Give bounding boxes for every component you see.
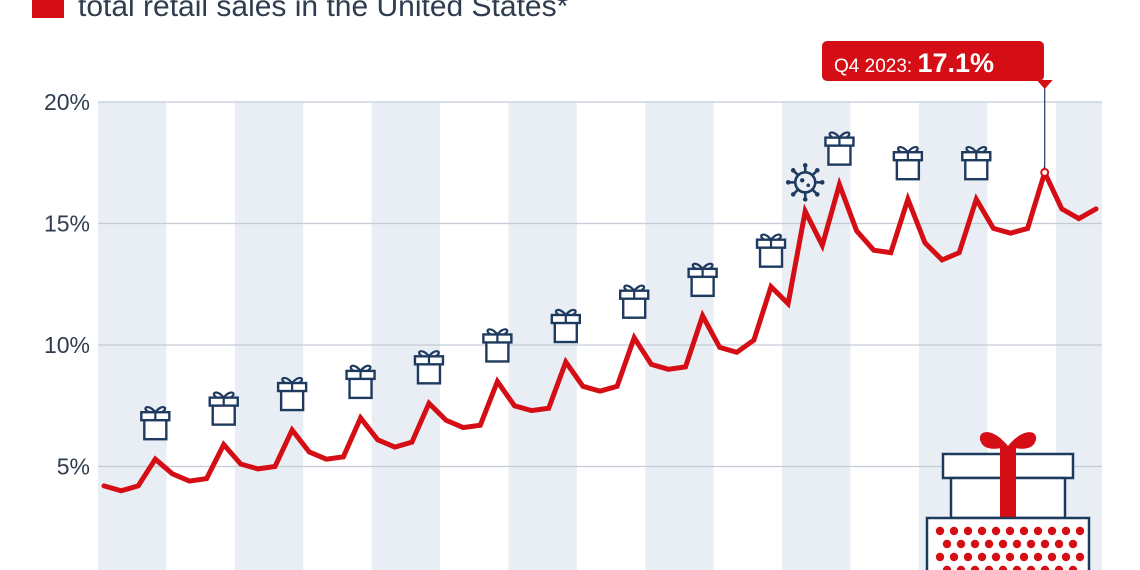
gift-dot [1005,526,1015,536]
gift-dot [949,552,959,562]
gift-dot [1075,552,1085,562]
legend-label: total retail sales in the United States* [78,0,569,23]
gift-bow-icon [979,432,1037,449]
gift-dot [1068,565,1078,570]
gift-dot [984,565,994,570]
gift-dot [1005,552,1015,562]
year-band [98,102,167,570]
y-axis-ticks: 5% 10% 15% 20% [44,89,90,480]
gift-stack-illustration [925,432,1091,570]
gift-dot [956,565,966,570]
gift-dot [942,539,952,549]
gift-icon [892,146,924,181]
gift-icon [961,146,992,181]
gift-bottom-dots [935,526,1085,570]
callout-text: Q4 2023: 17.1% [834,48,994,78]
icons-layer [140,131,992,441]
gift-dot [1054,565,1064,570]
gift-dot [1061,552,1071,562]
gift-dot [1033,552,1043,562]
gift-dot [963,552,973,562]
gift-dot [949,526,959,536]
gift-dot [977,552,987,562]
y-tick-label: 15% [44,211,90,237]
gift-icon [208,391,239,426]
legend-swatch [32,0,64,18]
gift-dot [942,565,952,570]
gift-dot [1040,565,1050,570]
gift-bottom-box [925,516,1091,570]
gift-icon [824,131,855,166]
gift-dot [1012,565,1022,570]
y-tick-label: 20% [44,89,90,115]
gift-dot [998,565,1008,570]
callout-prefix: Q4 2023: [834,56,917,77]
gift-dot [1068,539,1078,549]
callout-box [822,41,1044,81]
highlight-point [1040,167,1050,177]
y-tick-label: 10% [44,332,90,358]
gift-dot [1054,539,1064,549]
gift-dot [1026,539,1036,549]
gift-dot [1040,539,1050,549]
callout-pointer [1036,80,1053,89]
gift-dot [1047,526,1057,536]
gift-dot [1026,565,1036,570]
year-band [645,102,714,570]
gift-icon [482,328,513,363]
year-band [371,102,441,570]
virus-icon [785,163,825,202]
gift-dot [956,539,966,549]
series-line-retail-share [101,165,1099,494]
gift-icon [619,284,650,319]
gift-icon [276,376,308,412]
gift-dot [970,565,980,570]
y-tick-label: 5% [57,454,90,480]
gift-icon [755,233,787,268]
gift-dot [1075,526,1085,536]
gift-ribbon-vertical [1000,446,1016,518]
gift-icon [550,308,581,344]
gift-dot [991,526,1001,536]
gift-dot [1019,552,1029,562]
legend: total retail sales in the United States* [32,0,569,23]
gift-dot [935,526,945,536]
gift-icon [413,350,445,385]
gift-dot [1061,526,1071,536]
gift-dot [963,526,973,536]
callout-q4-2023: Q4 2023: 17.1% [822,41,1053,177]
gift-dot [977,526,987,536]
gift-dot [984,539,994,549]
gift-icon [140,406,171,441]
gift-icon [345,364,376,400]
gift-dot [1012,539,1022,549]
year-band [234,102,304,570]
gift-dot [991,552,1001,562]
gift-icon [687,262,718,298]
gift-dot [998,539,1008,549]
callout-value: 17.1% [917,48,994,78]
gift-dot [970,539,980,549]
gift-dot [1019,526,1029,536]
gift-dot [1033,526,1043,536]
gift-dot [1047,552,1057,562]
gift-dot [935,552,945,562]
